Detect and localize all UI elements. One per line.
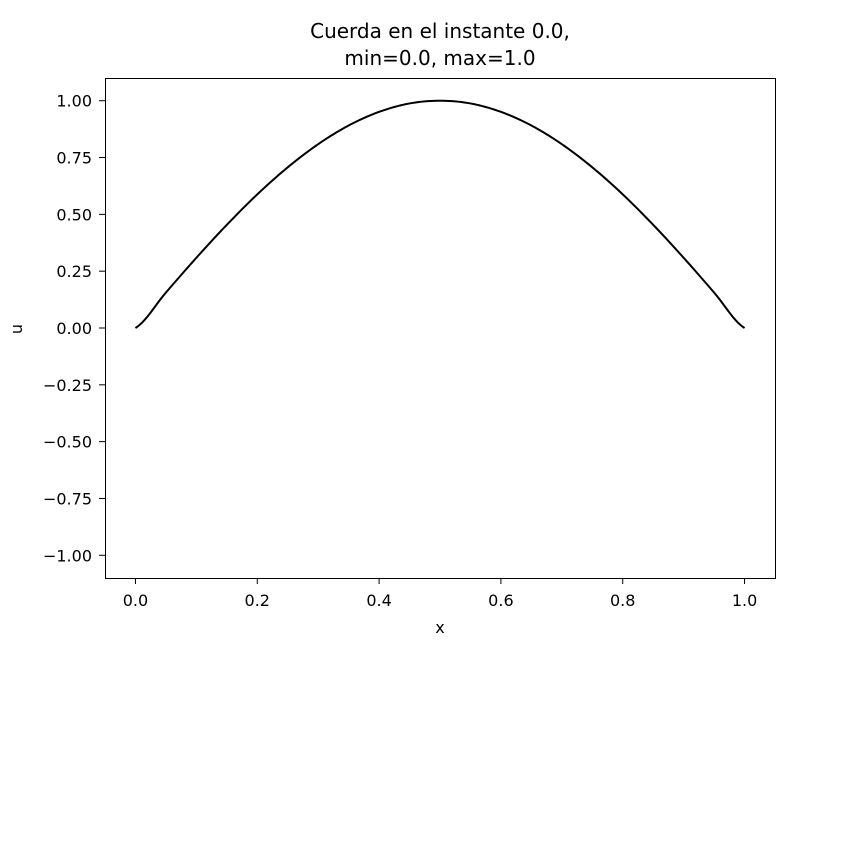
y-tick-label: 0.25 (56, 262, 92, 281)
y-tick-label: 0.50 (56, 205, 92, 224)
series-line-0 (134, 99, 746, 329)
x-tick-label: 1.0 (732, 591, 757, 610)
y-tick-label: −0.50 (43, 433, 92, 452)
y-tick-label: 0.00 (56, 319, 92, 338)
x-axis-label: x (435, 618, 444, 637)
plot-area-frame (105, 78, 776, 579)
x-tick-label: 0.8 (610, 591, 635, 610)
chart-title-line2: min=0.0, max=1.0 (344, 46, 535, 70)
x-tick-label: 0.4 (366, 591, 391, 610)
x-tick-label: 0.6 (488, 591, 513, 610)
x-axis-ticks: 0.0 0.2 0.4 0.6 0.8 1.0 (123, 578, 757, 610)
y-axis-ticks: 1.00 0.75 0.50 0.25 0.00 −0.25 −0.50 −0.75 −1.00 (43, 92, 105, 565)
x-tick-label: 0.2 (245, 591, 270, 610)
y-tick-label: −0.25 (43, 376, 92, 395)
chart-title-line1: Cuerda en el instante 0.0, (310, 19, 570, 43)
y-tick-label: −0.75 (43, 489, 92, 508)
y-tick-label: 0.75 (56, 149, 92, 168)
x-tick-label: 0.0 (123, 591, 148, 610)
y-axis-label: u (7, 324, 26, 334)
y-tick-label: 1.00 (56, 92, 92, 111)
y-tick-label: −1.00 (43, 546, 92, 565)
plot-line-layer (134, 99, 746, 329)
